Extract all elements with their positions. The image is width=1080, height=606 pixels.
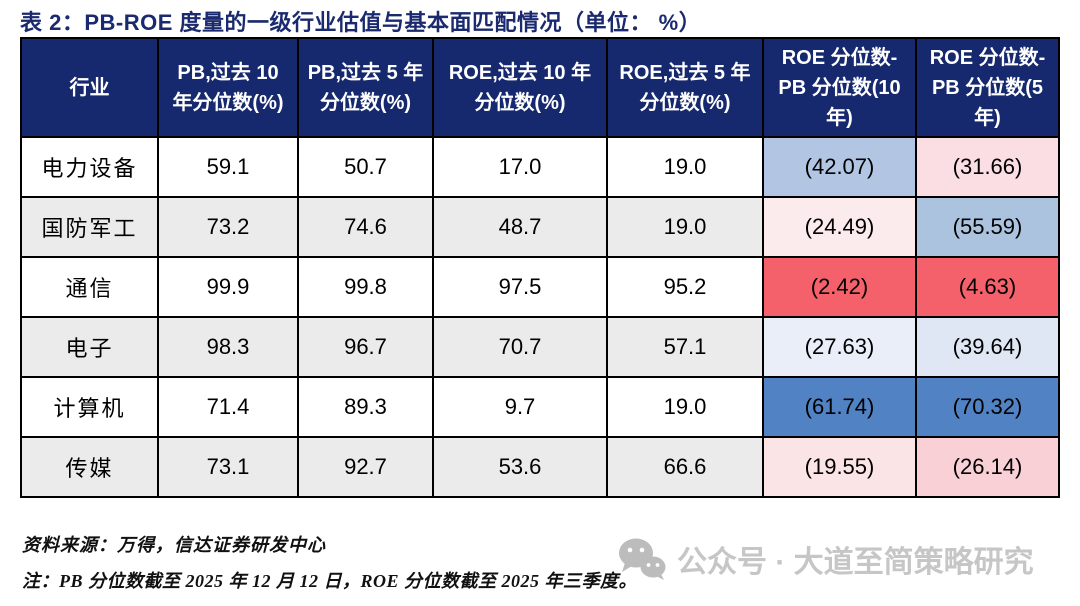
value-cell: 74.6 — [297, 196, 434, 258]
diff-cell: (24.49) — [762, 196, 917, 258]
value-cell: 19.0 — [606, 376, 764, 438]
value-cell: 19.0 — [606, 196, 764, 258]
col-header-diff5: ROE 分位数-PB 分位数(5 年) — [915, 37, 1060, 138]
source-line: 资料来源：万得，信达证券研发中心 — [22, 535, 326, 555]
industry-cell: 通信 — [20, 256, 159, 318]
diff-cell: (70.32) — [915, 376, 1060, 438]
diff-cell: (4.63) — [915, 256, 1060, 318]
value-cell: 71.4 — [157, 376, 299, 438]
value-cell: 50.7 — [297, 136, 434, 198]
value-cell: 53.6 — [432, 436, 608, 498]
value-cell: 96.7 — [297, 316, 434, 378]
value-cell: 99.9 — [157, 256, 299, 318]
diff-cell: (42.07) — [762, 136, 917, 198]
value-cell: 99.8 — [297, 256, 434, 318]
col-header-roe10: ROE,过去 10 年分位数(%) — [432, 37, 608, 138]
industry-cell: 传媒 — [20, 436, 159, 498]
industry-cell: 电力设备 — [20, 136, 159, 198]
watermark-text: 公众号 · 大道至简策略研究 — [677, 546, 1034, 579]
col-header-industry: 行业 — [20, 37, 159, 138]
value-cell: 89.3 — [297, 376, 434, 438]
note-line: 注：PB 分位数截至 2025 年 12 月 12 日，ROE 分位数截至 20… — [22, 571, 638, 591]
industry-cell: 计算机 — [20, 376, 159, 438]
table-row: 国防军工 73.2 74.6 48.7 19.0 (24.49) (55.59) — [20, 196, 1060, 258]
value-cell: 92.7 — [297, 436, 434, 498]
pb-roe-table: 行业 PB,过去 10 年分位数(%) PB,过去 5 年分位数(%) ROE,… — [20, 37, 1060, 498]
col-header-roe5: ROE,过去 5 年分位数(%) — [606, 37, 764, 138]
diff-cell: (26.14) — [915, 436, 1060, 498]
value-cell: 73.1 — [157, 436, 299, 498]
value-cell: 9.7 — [432, 376, 608, 438]
watermark: 公众号 · 大道至简策略研究 — [617, 537, 1034, 581]
diff-cell: (19.55) — [762, 436, 917, 498]
value-cell: 19.0 — [606, 136, 764, 198]
table-body: 电力设备 59.1 50.7 17.0 19.0 (42.07) (31.66) 国防军工 73… — [20, 136, 1060, 498]
diff-cell: (2.42) — [762, 256, 917, 318]
value-cell: 59.1 — [157, 136, 299, 198]
value-cell: 95.2 — [606, 256, 764, 318]
table-row: 传媒 73.1 92.7 53.6 66.6 (19.55) (26.14) — [20, 436, 1060, 498]
industry-cell: 国防军工 — [20, 196, 159, 258]
value-cell: 73.2 — [157, 196, 299, 258]
value-cell: 66.6 — [606, 436, 764, 498]
diff-cell: (27.63) — [762, 316, 917, 378]
diff-cell: (61.74) — [762, 376, 917, 438]
table-row: 计算机 71.4 89.3 9.7 19.0 (61.74) (70.32) — [20, 376, 1060, 438]
wechat-icon — [617, 537, 667, 581]
table-header-row: 行业 PB,过去 10 年分位数(%) PB,过去 5 年分位数(%) ROE,… — [20, 37, 1060, 138]
diff-cell: (55.59) — [915, 196, 1060, 258]
table-row: 通信 99.9 99.8 97.5 95.2 (2.42) (4.63) — [20, 256, 1060, 318]
industry-cell: 电子 — [20, 316, 159, 378]
col-header-pb10: PB,过去 10 年分位数(%) — [157, 37, 299, 138]
diff-cell: (31.66) — [915, 136, 1060, 198]
table-row: 电力设备 59.1 50.7 17.0 19.0 (42.07) (31.66) — [20, 136, 1060, 198]
col-header-pb5: PB,过去 5 年分位数(%) — [297, 37, 434, 138]
value-cell: 98.3 — [157, 316, 299, 378]
value-cell: 57.1 — [606, 316, 764, 378]
diff-cell: (39.64) — [915, 316, 1060, 378]
value-cell: 48.7 — [432, 196, 608, 258]
value-cell: 70.7 — [432, 316, 608, 378]
value-cell: 17.0 — [432, 136, 608, 198]
table-title: 表 2：PB-ROE 度量的一级行业估值与基本面匹配情况（单位： %） — [20, 10, 702, 35]
value-cell: 97.5 — [432, 256, 608, 318]
col-header-diff10: ROE 分位数-PB 分位数(10 年) — [762, 37, 917, 138]
table-row: 电子 98.3 96.7 70.7 57.1 (27.63) (39.64) — [20, 316, 1060, 378]
